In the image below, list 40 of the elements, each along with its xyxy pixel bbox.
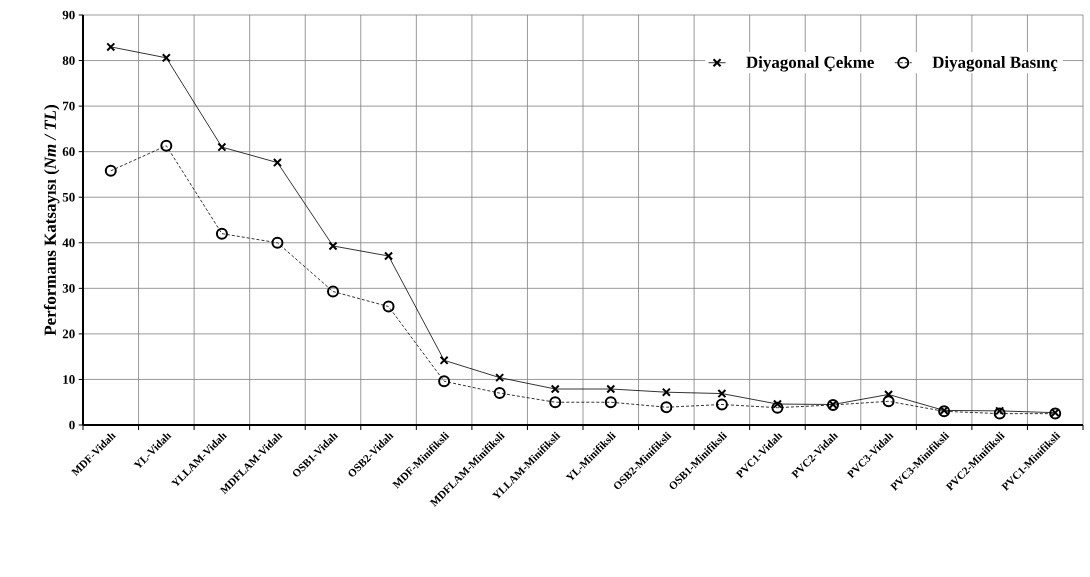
point: [993, 407, 1006, 420]
point: [271, 236, 284, 249]
point: [995, 406, 1005, 416]
point: [384, 251, 394, 261]
point: [106, 42, 116, 52]
point: [160, 139, 173, 152]
point: [661, 387, 671, 397]
point: [439, 355, 449, 365]
y-axis-title: Performans Katsayısı (Nm / TL): [43, 105, 60, 336]
y-tick-label: 10: [63, 375, 75, 384]
point: [550, 384, 560, 394]
point: [717, 389, 727, 399]
legend-label: Diyagonal Basınç: [932, 56, 1058, 72]
y-tick-label: 30: [62, 283, 75, 293]
point: [328, 241, 338, 251]
point: [215, 227, 228, 240]
y-tick-label: 0: [69, 420, 75, 430]
point: [549, 396, 562, 409]
y-tick-label: 60: [62, 147, 75, 157]
y-tick-label: 40: [62, 238, 75, 248]
y-tick-label: 50: [62, 192, 75, 202]
point: [606, 384, 616, 394]
point: [493, 387, 506, 400]
point: [495, 373, 505, 383]
point: [438, 375, 451, 388]
y-tick-label: 80: [62, 56, 75, 65]
point: [660, 401, 673, 414]
y-tick-label: 70: [63, 101, 75, 111]
y-tick-label: 90: [62, 10, 75, 20]
legend-label: Diyagonal Çekme: [746, 56, 874, 72]
point: [327, 285, 339, 298]
point: [272, 158, 282, 168]
point: [104, 164, 117, 177]
y-tick-label: 20: [62, 329, 75, 339]
point: [604, 396, 617, 409]
point: [161, 53, 171, 63]
point: [382, 300, 395, 313]
point: [771, 401, 784, 414]
point: [217, 142, 227, 152]
point: [715, 398, 728, 411]
